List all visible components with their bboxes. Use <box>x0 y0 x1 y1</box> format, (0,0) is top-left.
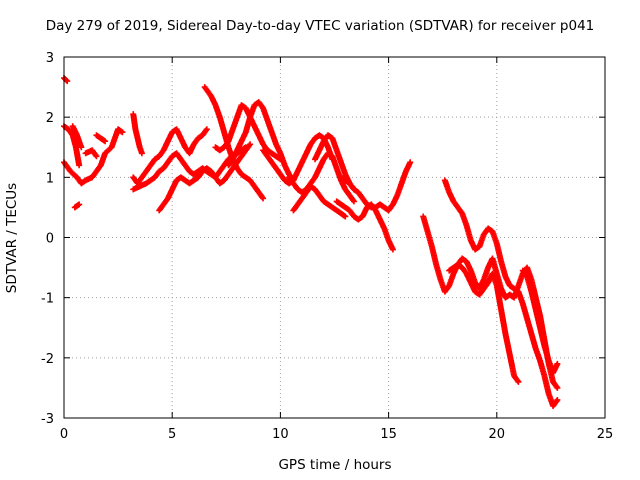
y-tick-label: 1 <box>46 171 54 186</box>
satellite-track-1 <box>61 75 71 85</box>
satellite-track-8 <box>130 111 145 157</box>
data-point <box>93 153 100 160</box>
satellite-track-4 <box>61 126 126 187</box>
x-tick-label: 25 <box>597 427 614 442</box>
satellite-track-22 <box>441 177 561 409</box>
x-axis-label: GPS time / hours <box>278 457 392 473</box>
data-point <box>554 360 561 367</box>
y-tick-label: 3 <box>46 51 54 66</box>
x-tick-label: 15 <box>380 427 397 442</box>
satellite-track-2 <box>61 123 83 169</box>
x-tick-label: 10 <box>272 427 289 442</box>
data-point <box>64 78 71 85</box>
satellite-track-3 <box>69 123 85 151</box>
data-point <box>78 144 85 151</box>
satellite-track-17 <box>290 183 349 220</box>
data-point <box>247 141 254 148</box>
satellite-track-24 <box>519 267 561 376</box>
grid-lines <box>64 57 605 418</box>
data-point <box>554 384 561 391</box>
data-point <box>515 378 522 385</box>
x-tick-label: 20 <box>489 427 506 442</box>
data-point <box>203 126 210 133</box>
chart-title: Day 279 of 2019, Sidereal Day-to-day VTE… <box>45 18 595 34</box>
data-point <box>138 150 145 157</box>
satellite-track-14 <box>225 99 297 184</box>
data-point <box>407 159 414 166</box>
satellite-track-5 <box>71 201 83 211</box>
data-point <box>119 129 126 136</box>
satellite-track-23 <box>446 261 522 385</box>
y-tick-label: 0 <box>46 232 54 247</box>
y-tick-label: -2 <box>41 352 54 367</box>
satellite-track-7 <box>93 132 109 145</box>
x-tick-label: 5 <box>168 427 176 442</box>
data-point <box>389 246 396 253</box>
data-point <box>260 195 267 202</box>
plot-area-border <box>63 56 606 419</box>
data-point <box>342 213 349 220</box>
satellite-track-19 <box>333 198 396 253</box>
x-tick-label: 0 <box>60 427 68 442</box>
satellite-track-11 <box>156 141 254 214</box>
y-tick-label: 2 <box>46 111 54 126</box>
satellite-track-6 <box>82 147 100 160</box>
data-point <box>76 162 83 169</box>
y-tick-label: -3 <box>41 412 54 427</box>
data-point <box>554 396 561 403</box>
data-points <box>61 75 561 409</box>
data-point <box>102 138 109 145</box>
data-point <box>350 198 357 205</box>
satellite-track-9 <box>130 126 210 187</box>
satellite-track-20 <box>337 159 414 214</box>
y-tick-label: -1 <box>41 292 54 307</box>
axis-ticks: 0 5 10 15 20 25 -3 -2 -1 0 1 2 3 <box>41 51 613 442</box>
data-point <box>76 201 83 208</box>
satellite-track-12 <box>201 84 267 202</box>
